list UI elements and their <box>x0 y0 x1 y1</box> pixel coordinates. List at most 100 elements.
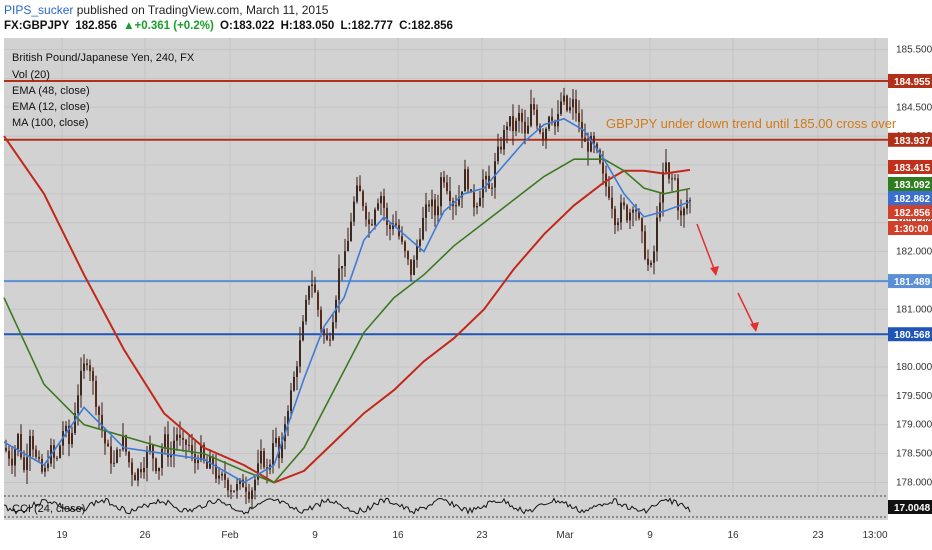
candle-body <box>656 217 658 252</box>
y-tick-label: 179.000 <box>896 420 932 431</box>
candle-body <box>392 223 394 229</box>
indicator-price-tag: 182.862 <box>894 194 931 205</box>
candle-body <box>155 458 157 472</box>
y-tick-label: 184.500 <box>896 102 932 113</box>
candle-body <box>536 109 538 126</box>
down-arrow-1 <box>696 223 719 276</box>
candle-body <box>374 209 376 225</box>
candle-body <box>113 462 115 464</box>
candle-body <box>521 112 523 122</box>
x-tick-label: Mar <box>556 530 574 541</box>
price-tag-bg <box>888 205 932 219</box>
ma-100-line <box>3 135 691 484</box>
candle-body <box>380 196 382 204</box>
candle-body <box>233 490 235 492</box>
candle-body <box>470 189 472 193</box>
candle-body <box>551 116 553 121</box>
candle-body <box>485 175 487 180</box>
x-tick-label: 19 <box>56 530 68 541</box>
candle-body <box>329 339 331 341</box>
candle-body <box>347 240 349 252</box>
candle-body <box>44 467 46 472</box>
candle-body <box>608 186 610 198</box>
candle-body <box>422 217 424 240</box>
cci-value-tag <box>888 500 932 514</box>
candle-body <box>164 434 166 449</box>
candle-body <box>419 239 421 246</box>
candle-body <box>215 464 217 479</box>
candle-body <box>665 162 667 172</box>
candle-body <box>41 458 43 472</box>
candle-body <box>11 458 13 466</box>
x-tick-label: 16 <box>392 530 404 541</box>
candle-body <box>86 363 88 366</box>
candle-body <box>188 444 190 446</box>
candle-body <box>569 107 571 111</box>
close-value: C:182.856 <box>399 20 453 32</box>
candle-body <box>389 225 391 229</box>
candle-body <box>65 425 67 432</box>
y-tick-label: 179.500 <box>896 391 932 402</box>
ohlc-bar: FX:GBPJPY 182.856 ▲+0.361 (+0.2%) O:183.… <box>4 20 456 32</box>
candle-body <box>236 484 238 491</box>
candle-body <box>596 143 598 151</box>
candle-body <box>47 463 49 468</box>
candle-body <box>92 371 94 381</box>
candle-body <box>98 406 100 416</box>
candle-body <box>308 286 310 300</box>
candle-body <box>5 447 7 451</box>
candle-body <box>614 208 616 226</box>
y-tick-label: 178.500 <box>896 449 932 460</box>
candle-body <box>101 415 103 430</box>
candle-body <box>23 457 25 471</box>
candle-body <box>617 222 619 226</box>
candle-body <box>122 435 124 450</box>
candle-body <box>566 95 568 111</box>
candle-body <box>137 469 139 481</box>
candle-body <box>371 224 373 226</box>
candle-body <box>383 196 385 208</box>
candle-body <box>182 437 184 440</box>
candle-body <box>449 191 451 202</box>
candle-body <box>26 457 28 471</box>
candle-body <box>413 259 415 275</box>
candle-body <box>245 487 247 492</box>
candle-body <box>278 437 280 459</box>
x-tick-label: 9 <box>312 530 318 541</box>
candle-body <box>212 456 214 465</box>
candle-body <box>332 322 334 340</box>
author-link[interactable]: PIPS_sucker <box>4 3 74 17</box>
down-arrow-2 <box>737 292 759 332</box>
candle-body <box>428 204 430 207</box>
candle-body <box>89 365 91 372</box>
candle-body <box>143 467 145 473</box>
candle-body <box>410 259 412 275</box>
candle-body <box>377 203 379 210</box>
candle-body <box>560 101 562 114</box>
ema-12-line <box>3 117 691 484</box>
candle-body <box>128 451 130 463</box>
indicator-vol: Vol (20) <box>12 69 50 81</box>
candle-body <box>20 434 22 458</box>
candle-body <box>305 299 307 322</box>
candle-body <box>302 321 304 341</box>
indicator-ema48: EMA (48, close) <box>12 85 90 97</box>
candle-body <box>110 446 112 464</box>
ema-48-line <box>3 158 691 484</box>
indicator-price-tag: 183.415 <box>894 163 931 174</box>
candle-body <box>326 335 328 340</box>
candle-body <box>362 191 364 207</box>
candle-body <box>404 241 406 252</box>
y-tick-label: 180.000 <box>896 362 932 373</box>
candle-body <box>644 231 646 259</box>
candle-body <box>281 441 283 459</box>
price-tag-bg <box>888 191 932 205</box>
candle-body <box>386 207 388 226</box>
candle-body <box>680 210 682 216</box>
y-tick-label: 185.500 <box>896 45 932 56</box>
candle-body <box>620 202 622 223</box>
low-value: L:182.777 <box>340 20 393 32</box>
candle-body <box>248 491 250 499</box>
candle-body <box>611 197 613 209</box>
